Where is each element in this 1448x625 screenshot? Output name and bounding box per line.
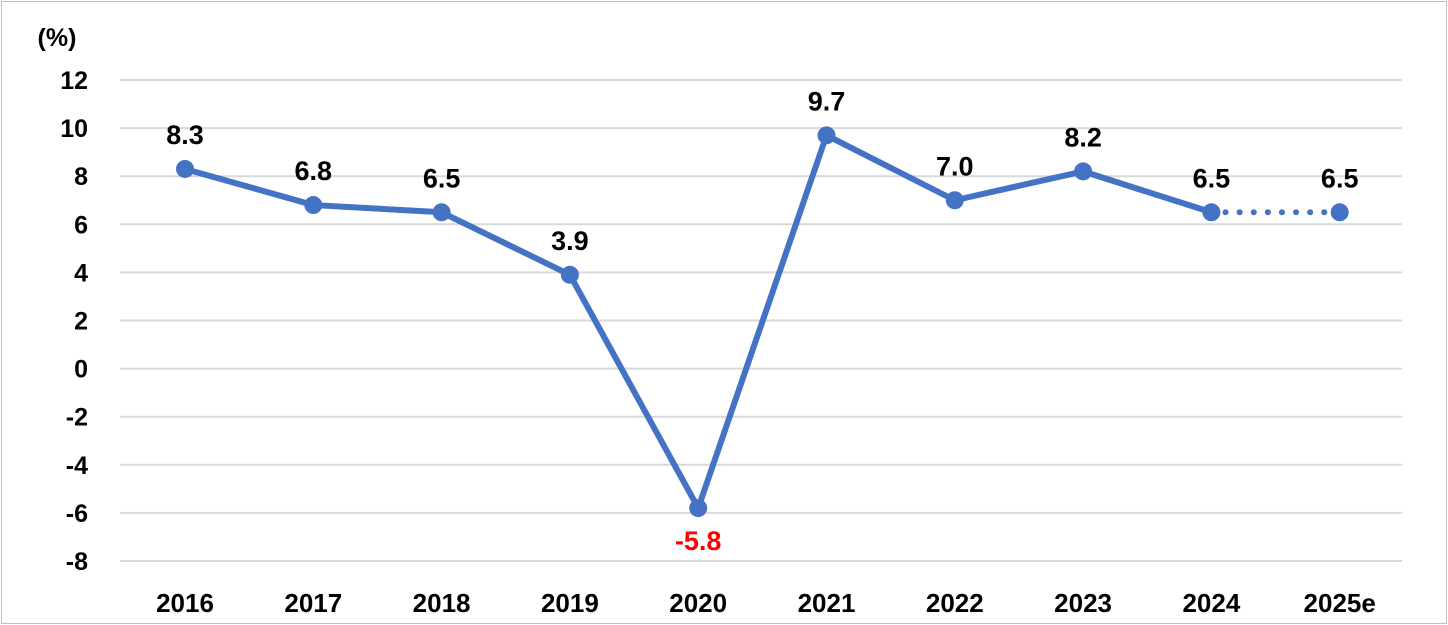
- y-axis-unit-label: (%): [38, 24, 77, 52]
- x-tick-label: 2019: [541, 588, 599, 618]
- data-label: 7.0: [936, 151, 974, 181]
- y-tick-label: 12: [60, 67, 88, 95]
- data-point: [304, 196, 323, 215]
- x-tick-label: 2025e: [1304, 588, 1376, 618]
- data-label: 6.5: [423, 163, 461, 193]
- y-tick-label: -6: [66, 500, 88, 528]
- x-axis-ticks: 2016 2017 2018 2019 2020 2021 2022 2023 2024 2025…: [156, 588, 1376, 618]
- y-tick-label: -2: [66, 404, 88, 432]
- y-axis-ticks: -8 -6 -4 -2 0 2 4 6 8 10 12: [60, 67, 88, 576]
- y-tick-label: 0: [74, 356, 88, 384]
- y-tick-label: -8: [66, 548, 88, 576]
- data-label: 6.5: [1193, 163, 1231, 193]
- data-label: -5.8: [675, 526, 722, 556]
- x-tick-label: 2023: [1054, 588, 1112, 618]
- y-tick-label: 6: [74, 211, 88, 239]
- x-tick-label: 2020: [669, 588, 727, 618]
- data-point: [1074, 162, 1093, 181]
- series-lines: [182, 132, 1343, 512]
- x-tick-label: 2021: [798, 588, 856, 618]
- x-tick-label: 2022: [926, 588, 984, 618]
- data-label: 6.8: [295, 156, 333, 186]
- data-label: 6.5: [1321, 163, 1359, 193]
- x-tick-label: 2024: [1182, 588, 1240, 618]
- data-point: [817, 126, 836, 145]
- x-tick-label: 2018: [413, 588, 471, 618]
- y-tick-label: 2: [74, 308, 88, 336]
- data-label: 3.9: [551, 226, 589, 256]
- data-point: [689, 499, 708, 518]
- data-label: 9.7: [808, 86, 846, 116]
- data-point: [560, 265, 579, 284]
- data-point: [1330, 203, 1349, 222]
- data-point: [945, 191, 964, 210]
- data-label: 8.3: [166, 120, 204, 150]
- x-tick-label: 2016: [156, 588, 214, 618]
- data-point: [432, 203, 451, 222]
- data-labels: 8.3 6.8 6.5 3.9 -5.8 9.7 7.0 8.2 6.5 6.5: [166, 86, 1358, 556]
- data-points: [176, 126, 1349, 518]
- data-point: [176, 159, 194, 178]
- y-tick-label: 8: [74, 163, 88, 191]
- data-point: [1202, 203, 1221, 222]
- y-tick-label: 10: [60, 115, 88, 143]
- series-line: [182, 132, 1215, 512]
- x-tick-label: 2017: [284, 588, 342, 618]
- y-tick-label: -4: [66, 452, 88, 480]
- data-label: 8.2: [1064, 122, 1102, 152]
- y-tick-label: 4: [74, 259, 88, 287]
